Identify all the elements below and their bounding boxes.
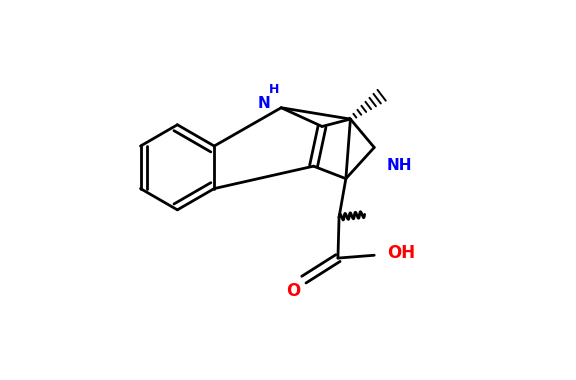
- Text: O: O: [286, 282, 301, 300]
- Text: NH: NH: [386, 158, 412, 173]
- Text: N: N: [258, 96, 271, 111]
- Text: H: H: [269, 83, 279, 96]
- Text: OH: OH: [386, 244, 415, 262]
